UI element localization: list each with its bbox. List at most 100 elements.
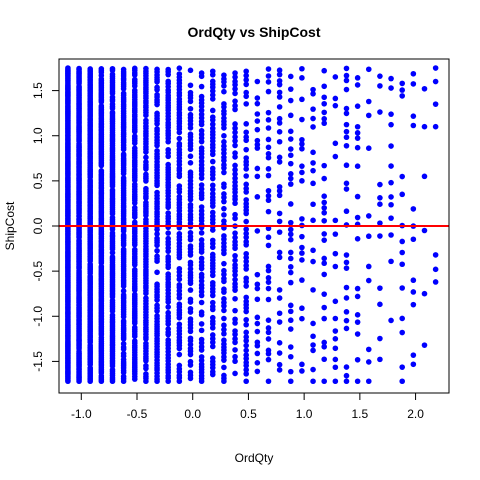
data-point [232, 171, 238, 177]
data-point [399, 261, 406, 268]
data-point [343, 180, 350, 187]
data-point [276, 67, 283, 74]
data-point [154, 281, 160, 288]
data-point [243, 173, 249, 179]
data-point [377, 195, 383, 201]
data-point [276, 192, 283, 199]
data-point [310, 124, 316, 130]
data-point [388, 317, 394, 324]
data-point [377, 201, 383, 207]
data-point [131, 291, 138, 298]
data-point [221, 372, 227, 379]
data-point [131, 246, 138, 253]
data-point [143, 185, 149, 192]
data-point [265, 79, 272, 85]
data-point [176, 71, 183, 77]
data-point [254, 328, 261, 335]
data-point [109, 214, 116, 221]
data-point [143, 65, 149, 72]
data-point [287, 264, 294, 270]
data-point [365, 233, 372, 240]
data-point [410, 301, 417, 308]
data-point [287, 269, 294, 276]
data-point [209, 114, 216, 120]
data-point [143, 117, 149, 124]
data-point [120, 373, 127, 380]
data-point [265, 317, 272, 323]
data-point [287, 317, 294, 324]
data-point [76, 65, 82, 72]
data-point [187, 296, 194, 303]
data-point [165, 337, 171, 343]
data-point [343, 295, 350, 301]
data-point [332, 378, 339, 385]
data-point [399, 378, 406, 385]
data-point [365, 346, 372, 353]
data-point [332, 263, 339, 270]
data-point [120, 292, 127, 298]
data-point [354, 214, 361, 221]
data-point [276, 350, 283, 356]
data-point [343, 325, 350, 332]
data-point [310, 180, 316, 187]
data-point [287, 226, 294, 233]
data-point [410, 206, 417, 212]
data-point [321, 231, 328, 237]
data-point [276, 310, 283, 317]
data-point [287, 236, 294, 243]
data-point [209, 121, 216, 128]
data-point [254, 339, 261, 346]
data-point [276, 120, 283, 126]
data-point [120, 318, 127, 324]
data-point [432, 123, 439, 130]
data-point [388, 111, 394, 117]
data-point [165, 210, 171, 216]
data-point [232, 230, 238, 236]
data-point [354, 331, 361, 337]
data-point [232, 125, 238, 132]
data-point [276, 71, 283, 78]
data-point [221, 101, 227, 107]
data-point [221, 240, 227, 246]
data-point [365, 359, 372, 365]
data-point [198, 93, 205, 100]
data-point [354, 75, 361, 81]
data-point [399, 315, 406, 322]
data-point [377, 285, 383, 291]
data-point [276, 154, 283, 161]
data-point [187, 111, 194, 118]
data-point [265, 117, 272, 123]
data-point [343, 77, 350, 84]
data-point [265, 296, 272, 303]
y-tick-label: 1.5 [31, 82, 45, 99]
data-point [209, 186, 216, 193]
data-point [354, 293, 361, 300]
data-point [154, 269, 160, 276]
data-point [232, 162, 238, 169]
data-point [243, 347, 249, 354]
data-point [299, 65, 305, 72]
data-point [232, 234, 238, 241]
data-point [354, 123, 361, 130]
data-point [343, 259, 350, 266]
data-point [332, 250, 339, 257]
data-point [120, 151, 127, 158]
data-point [287, 181, 294, 187]
data-point [232, 307, 238, 314]
x-axis-label: OrdQty [235, 451, 274, 465]
data-point [254, 285, 261, 292]
data-point [254, 118, 261, 124]
data-point [120, 288, 127, 294]
data-point [332, 298, 339, 305]
data-point [87, 66, 93, 72]
data-point [299, 96, 305, 103]
data-point [265, 88, 272, 95]
data-point [287, 97, 294, 104]
data-point [176, 301, 183, 308]
data-point [243, 181, 249, 188]
data-point [287, 231, 294, 238]
data-point [299, 163, 305, 169]
data-point [243, 371, 249, 377]
data-point [98, 168, 105, 174]
data-point [265, 285, 272, 292]
